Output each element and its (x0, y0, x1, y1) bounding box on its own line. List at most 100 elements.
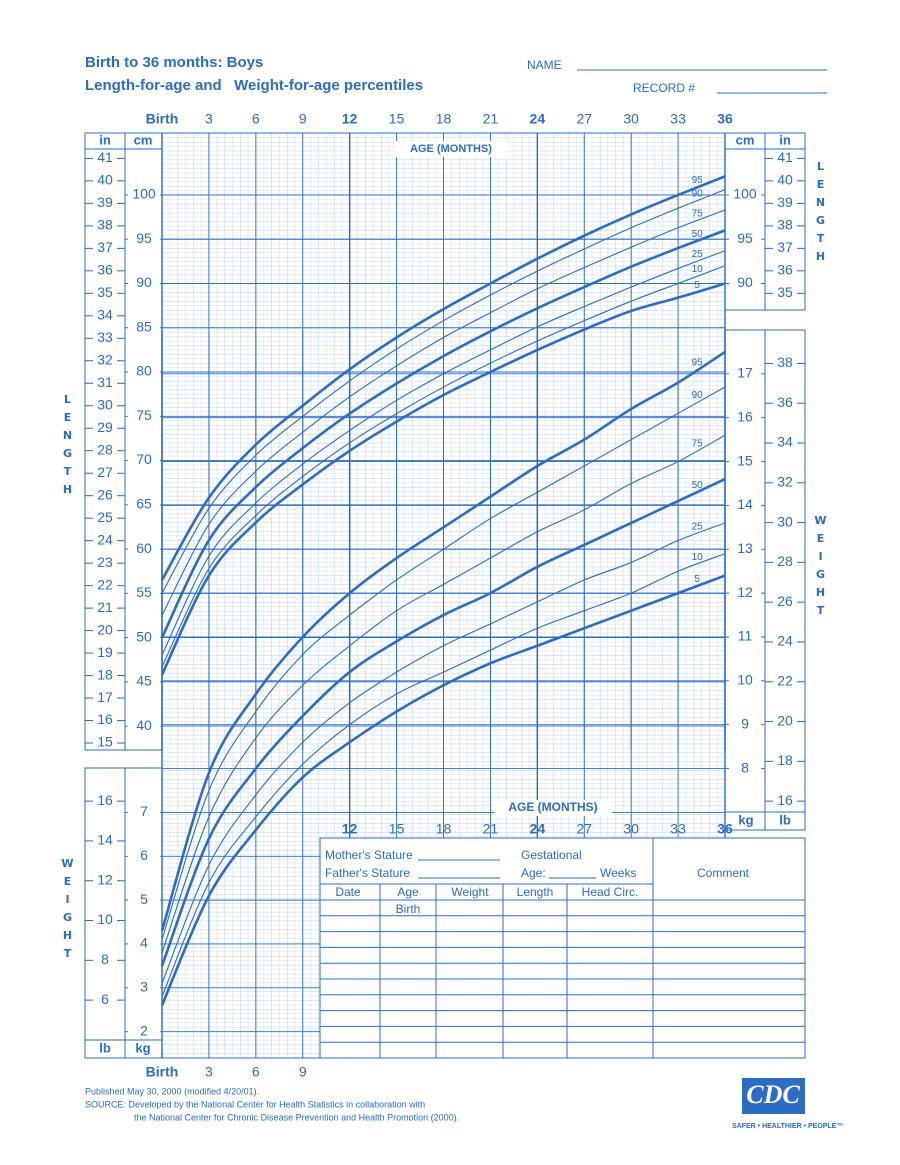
tagline: SAFER • HEALTHIER • PEOPLE™ (732, 1123, 843, 1130)
x-tick-label: 3 (205, 1064, 213, 1080)
percentile-curve (161, 522, 726, 984)
axis-label-bg (395, 141, 507, 157)
y-axis-label: WEIGHT (61, 857, 74, 965)
y2-tick-label: 15 (97, 734, 113, 750)
y-tick-label: 9 (741, 715, 749, 731)
x-tick-label: 3 (205, 111, 213, 127)
y-tick-label: 5 (140, 891, 148, 907)
y-tick-label: 12 (737, 584, 753, 600)
y2-tick-label: 32 (777, 474, 793, 490)
label-bg (729, 366, 761, 381)
y2-tick-label: 16 (97, 792, 113, 808)
x-tick-label: 33 (670, 111, 686, 127)
column-header: Weight (451, 885, 489, 899)
y-tick-label: 14 (737, 496, 753, 512)
y2-tick-label: 38 (777, 217, 793, 233)
percentile-curve (161, 553, 726, 997)
x-tick-label: 30 (623, 821, 639, 837)
y2-tick-label: 24 (777, 633, 793, 649)
y2-tick-label: 14 (97, 832, 113, 848)
x-tick-label: 18 (436, 111, 452, 127)
percentile-label: 50 (692, 229, 704, 240)
x-tick-label: 9 (299, 1064, 307, 1080)
y2-tick-label: 28 (777, 553, 793, 569)
y2-tick-label: 40 (97, 172, 113, 188)
y2-tick-label: 10 (97, 911, 113, 927)
y2-tick-label: 34 (777, 434, 793, 450)
y2-tick-label: 32 (97, 351, 113, 367)
label-bg (128, 276, 160, 291)
x-tick-label: 36 (717, 821, 733, 837)
percentile-label: 90 (692, 189, 704, 200)
percentile-curve (161, 434, 726, 953)
y2-tick-label: 8 (101, 951, 109, 967)
label-bg (128, 365, 160, 380)
y2-tick-label: 12 (97, 871, 113, 887)
y-tick-label: 100 (733, 186, 757, 202)
label-bg (128, 232, 160, 247)
y-tick-label: 75 (136, 407, 152, 423)
y2-tick-label: 22 (97, 576, 113, 592)
y-tick-label: 8 (741, 759, 749, 775)
percentile-curve (161, 386, 726, 940)
y2-tick-label: 21 (97, 599, 113, 615)
label-bg (729, 586, 761, 601)
form-text: Age: (521, 866, 546, 880)
y2-tick-label: 6 (101, 991, 109, 1007)
y2-tick-label: 30 (777, 513, 793, 529)
y2-tick-label: 18 (97, 666, 113, 682)
x-tick-label: 24 (530, 821, 546, 837)
y-tick-label: 50 (136, 628, 152, 644)
x-tick-label: 6 (252, 111, 260, 127)
y-tick-label: 13 (737, 540, 753, 556)
logo: CDC (746, 1080, 800, 1109)
y2-tick-label: 26 (777, 593, 793, 609)
y-tick-label: 3 (140, 979, 148, 995)
y2-tick-label: 33 (97, 329, 113, 345)
column-header: Date (335, 885, 361, 899)
y-tick-label: 10 (737, 672, 753, 688)
y-tick-label: 65 (136, 495, 152, 511)
y-tick-label: 95 (136, 230, 152, 246)
y-tick-label: 90 (737, 274, 753, 290)
percentile-curve (161, 209, 726, 616)
label-bg (128, 542, 160, 557)
y2-tick-label: 37 (97, 239, 113, 255)
title: Birth to 36 months: Boys (85, 54, 263, 71)
y2-tick-label: 25 (97, 509, 113, 525)
x-tick-label: 21 (483, 111, 499, 127)
column-header: Length (517, 885, 554, 899)
label-bg (729, 542, 761, 557)
label-bg (729, 717, 761, 732)
y-tick-label: 60 (136, 540, 152, 556)
y2-tick-label: 34 (97, 307, 113, 323)
percentile-label: 75 (692, 208, 704, 219)
x-tick-label: 27 (576, 821, 592, 837)
label-bg (128, 936, 160, 951)
y-axis-label: LENGTH (61, 393, 74, 501)
y2-tick-label: 41 (97, 149, 113, 165)
y-axis-label: WEIGHT (814, 514, 827, 622)
y-tick-label: 15 (737, 452, 753, 468)
percentile-curve (160, 477, 726, 967)
percentile-curve (160, 350, 726, 932)
record-label: RECORD # (633, 81, 695, 95)
x-tick-label: 15 (389, 821, 405, 837)
x-tick-label: 36 (717, 111, 733, 127)
percentile-label: 5 (694, 574, 700, 585)
label-bg (729, 454, 761, 469)
label-bg (128, 630, 160, 645)
unit-label: kg (738, 812, 753, 827)
form-text: Birth (396, 902, 421, 916)
y2-tick-label: 16 (97, 711, 113, 727)
unit-label: cm (736, 132, 755, 147)
y-tick-label: 80 (136, 363, 152, 379)
y2-tick-label: 35 (97, 284, 113, 300)
y2-tick-label: 36 (777, 262, 793, 278)
x-tick-label: 6 (252, 1064, 260, 1080)
label-bg (729, 410, 761, 425)
column-header: Head Circ. (582, 885, 639, 899)
label-bg (729, 673, 761, 688)
